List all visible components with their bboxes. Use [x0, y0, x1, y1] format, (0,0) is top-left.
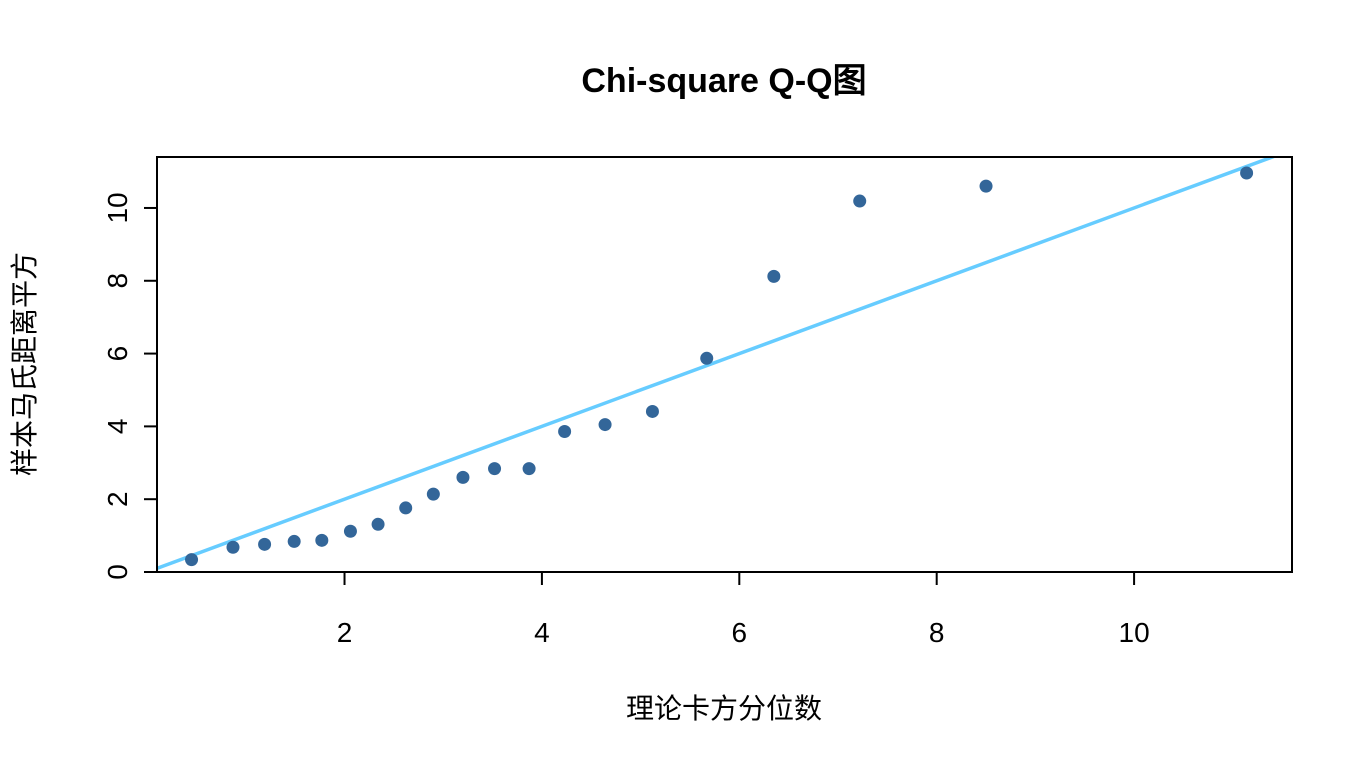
data-point — [853, 194, 867, 208]
data-point — [700, 351, 714, 365]
x-tick-label: 6 — [732, 617, 748, 648]
reference-line — [157, 157, 1278, 571]
data-point — [226, 540, 240, 554]
chart-title: Chi-square Q-Q图 — [581, 62, 866, 100]
data-point — [598, 418, 612, 432]
x-tick-label: 4 — [534, 617, 550, 648]
plot-frame — [156, 156, 1293, 573]
y-tick-label: 10 — [102, 192, 133, 223]
data-point — [258, 537, 272, 551]
y-axis: 0 2 4 6 8 10 — [102, 192, 157, 580]
data-point — [315, 533, 329, 547]
x-axis: 2 4 6 8 10 — [337, 572, 1150, 648]
data-point — [343, 524, 357, 538]
data-point — [371, 517, 385, 531]
data-point — [287, 534, 301, 548]
data-point — [558, 424, 572, 438]
x-axis-label: 理论卡方分位数 — [626, 692, 822, 725]
y-tick-label: 8 — [102, 273, 133, 289]
data-point — [185, 553, 199, 567]
data-point — [488, 462, 502, 476]
data-points — [185, 166, 1254, 567]
data-point — [767, 269, 781, 283]
y-tick-label: 2 — [102, 491, 133, 507]
y-tick-label: 4 — [102, 419, 133, 435]
y-axis-label: 样本马氏距离平方 — [8, 252, 41, 476]
x-tick-label: 10 — [1119, 617, 1150, 648]
data-point — [979, 179, 993, 193]
data-point — [426, 487, 440, 501]
plot-area — [157, 157, 1278, 571]
data-point — [645, 404, 659, 418]
y-tick-label: 6 — [102, 346, 133, 362]
data-point — [522, 462, 536, 476]
x-tick-label: 2 — [337, 617, 353, 648]
x-tick-label: 8 — [929, 617, 945, 648]
data-point — [456, 470, 470, 484]
data-point — [399, 501, 413, 515]
y-tick-label: 0 — [102, 564, 133, 580]
data-point — [1240, 166, 1254, 180]
